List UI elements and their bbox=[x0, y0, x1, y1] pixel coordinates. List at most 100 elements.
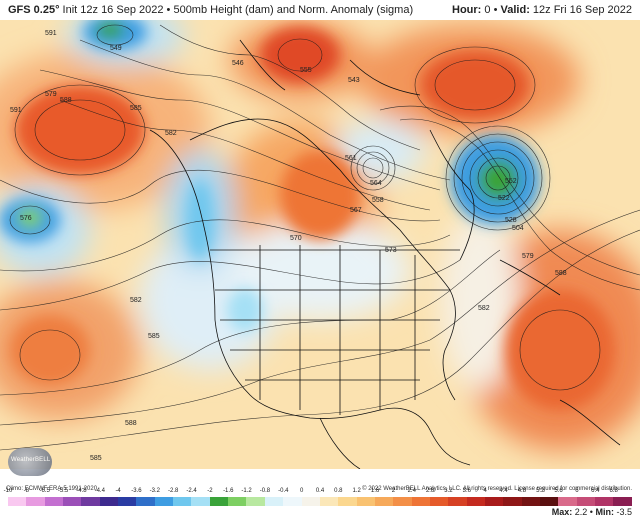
contour-label: 585 bbox=[130, 105, 142, 112]
colorbar-tick-label: 6 bbox=[575, 488, 579, 494]
contour-label: 582 bbox=[165, 130, 177, 137]
colorbar-cell bbox=[99, 497, 119, 506]
colorbar-cell bbox=[301, 497, 320, 506]
contour-label: 591 bbox=[10, 107, 22, 114]
valid-label: Valid: bbox=[500, 4, 530, 16]
colorbar-tick-label: -10 bbox=[3, 488, 13, 494]
colorbar-tick-label: 1.6 bbox=[370, 488, 380, 494]
stats-separator: • bbox=[589, 507, 593, 517]
contour-label: 564 bbox=[370, 180, 382, 187]
contour-label: 576 bbox=[20, 215, 32, 222]
colorbar-tick-label: -0.4 bbox=[278, 488, 289, 494]
contour-label: 558 bbox=[372, 197, 384, 204]
colorbar-cell bbox=[228, 497, 247, 506]
contour-label: 582 bbox=[478, 305, 490, 312]
colorbar-tick-label: 5.6 bbox=[554, 488, 563, 494]
colorbar-cell bbox=[63, 497, 82, 506]
colorbar-tick-label: -6.5 bbox=[39, 488, 50, 494]
weatherbell-logo: WeatherBELL bbox=[8, 448, 52, 476]
colorbar-tick-label: -1.6 bbox=[223, 488, 234, 494]
colorbar-cell bbox=[503, 497, 522, 506]
map-header: GFS 0.25° Init 12z 16 Sep 2022 • 500mb H… bbox=[0, 0, 640, 20]
climo-source: Climo: ECMWF ERA-5 1991-2020 bbox=[6, 486, 98, 492]
colorbar-cell bbox=[576, 497, 595, 506]
colorbar-tick-label: -4.8 bbox=[76, 488, 87, 494]
contour-label: 555 bbox=[300, 67, 312, 74]
contour-label: 570 bbox=[290, 235, 302, 242]
colorbar-cell bbox=[613, 497, 632, 506]
anomaly-cores bbox=[0, 20, 615, 410]
contour-label: 528 bbox=[505, 217, 517, 224]
height-contours bbox=[0, 24, 640, 451]
colorbar-ticks: -10 -8 -6.5 -5.5 -4.8 -4.4 -4 -3.6 -3.2 -2.8 -2.4 -… bbox=[4, 488, 632, 506]
colorbar-cell bbox=[393, 497, 412, 506]
contour-label: 543 bbox=[348, 77, 360, 84]
colorbar-cell bbox=[283, 497, 302, 506]
colorbar-cell bbox=[118, 497, 137, 506]
colorbar-cell bbox=[8, 497, 27, 506]
colorbar-tick-label: -2 bbox=[207, 488, 213, 494]
land-outlines bbox=[149, 39, 621, 469]
colorbar-cell bbox=[44, 497, 64, 506]
colorbar-cell bbox=[264, 497, 284, 506]
colorbar-cell bbox=[484, 497, 504, 506]
max-label: Max: bbox=[551, 507, 573, 517]
contour-label: 588 bbox=[60, 97, 72, 104]
contour-label-layer: 591 588 585 582 579 576 573 570 567 564 561 558 555 5… bbox=[10, 30, 567, 462]
valid-separator: • bbox=[493, 4, 498, 16]
colorbar-cell bbox=[191, 497, 210, 506]
colorbar-tick-label: -1.2 bbox=[241, 488, 252, 494]
contour-label: 573 bbox=[385, 247, 397, 254]
colorbar-cell bbox=[81, 497, 100, 506]
colorbar-cell bbox=[26, 497, 45, 506]
colorbar-tick-label: 6.4 bbox=[591, 488, 600, 494]
contour-label: 582 bbox=[130, 297, 142, 304]
init-time: Init 12z 16 Sep 2022 bbox=[62, 4, 164, 16]
colorbar-tick-label: 0.4 bbox=[315, 488, 325, 494]
hour-value: 0 bbox=[484, 4, 491, 16]
anomaly-shading bbox=[0, 20, 640, 450]
min-value: -3.5 bbox=[616, 507, 632, 517]
contour-label: 579 bbox=[522, 253, 534, 260]
colorbar-tick-label: 2.8 bbox=[425, 488, 435, 494]
colorbar-tick-label: 3.6 bbox=[462, 488, 471, 494]
model-name: GFS 0.25° bbox=[8, 4, 60, 16]
colorbar-cell bbox=[558, 497, 577, 506]
contour-label: 567 bbox=[350, 207, 362, 214]
colorbar-tick-label: 0.8 bbox=[334, 488, 343, 494]
title-separator: • bbox=[166, 4, 171, 16]
contour-label: 588 bbox=[125, 420, 137, 427]
colorbar-cell bbox=[448, 497, 467, 506]
colorbar-cell bbox=[466, 497, 485, 506]
hour-label: Hour: bbox=[452, 4, 482, 16]
contour-label: 546 bbox=[232, 60, 244, 67]
colorbar-tick-label: -8 bbox=[23, 488, 30, 494]
colorbar-tick-label: -0.8 bbox=[259, 488, 271, 494]
product-name: 500mb Height (dam) and Norm. Anomaly (si… bbox=[173, 4, 414, 16]
colorbar bbox=[8, 497, 632, 506]
colorbar-cell bbox=[319, 497, 339, 506]
colorbar-tick-label: -3.2 bbox=[149, 488, 160, 494]
header-title: GFS 0.25° Init 12z 16 Sep 2022 • 500mb H… bbox=[0, 4, 413, 16]
colorbar-cell bbox=[374, 497, 394, 506]
contour-label: 552 bbox=[505, 178, 517, 185]
colorbar-cell bbox=[173, 497, 192, 506]
field-stats: Max: 2.2 • Min: -3.5 bbox=[552, 507, 632, 517]
colorbar-tick-label: 4 bbox=[483, 488, 487, 494]
contour-label: 579 bbox=[45, 91, 57, 98]
colorbar-tick-label: 3.2 bbox=[444, 488, 453, 494]
colorbar-cell bbox=[246, 497, 265, 506]
colorbar-tick-label: 4.4 bbox=[499, 488, 508, 494]
colorbar-cell bbox=[209, 497, 229, 506]
colorbar-tick-label: 6.8 bbox=[609, 488, 618, 494]
colorbar-cell bbox=[154, 497, 174, 506]
colorbar-cell bbox=[411, 497, 430, 506]
contour-label: 585 bbox=[148, 333, 160, 340]
colorbar-cell bbox=[356, 497, 375, 506]
contour-label: 504 bbox=[512, 225, 524, 232]
colorbar-cell bbox=[595, 497, 614, 506]
colorbar-cell bbox=[521, 497, 540, 506]
contour-label: 561 bbox=[345, 155, 357, 162]
contour-label: 588 bbox=[555, 270, 567, 277]
colorbar-tick-label: -4 bbox=[115, 488, 121, 494]
